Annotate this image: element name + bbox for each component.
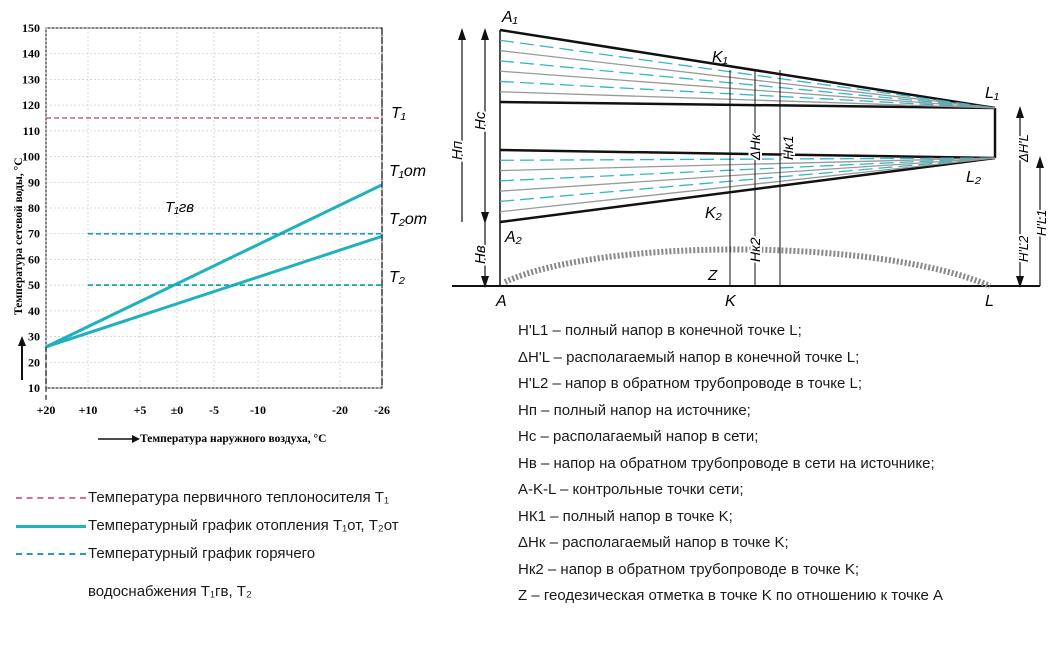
supply-fan-line	[499, 60, 996, 109]
label-Z: Z	[707, 267, 718, 284]
legend-item: ΔH'L – располагаемый напор в конечной то…	[518, 348, 860, 366]
return-fan-line	[499, 157, 996, 192]
label-Hk1: Hк1	[780, 135, 796, 160]
x-tick-label: +20	[37, 403, 56, 417]
label-Hv: Hв	[472, 245, 489, 264]
x-tick-label: +5	[134, 403, 147, 417]
y-tick-label: 20	[28, 355, 40, 369]
y-tick-label: 70	[28, 227, 40, 241]
legend-item: H'L2 – напор в обратном трубопроводе в т…	[518, 375, 863, 392]
x-tick-label: ±0	[171, 403, 184, 417]
return-fan-line	[499, 157, 996, 172]
supply-fan-line	[499, 39, 996, 109]
label-Hc: Hс	[472, 111, 489, 130]
label-A: A	[495, 293, 507, 310]
y-tick-label: 110	[23, 124, 40, 138]
legend-item: A-K-L – контрольные точки сети;	[518, 481, 744, 498]
legend-item: Hк2 – напор в обратном трубопроводе в то…	[518, 560, 860, 578]
x-tick-label: -10	[250, 403, 266, 417]
y-tick-label: 10	[28, 381, 40, 395]
label-HL1: H'L1	[1034, 210, 1049, 236]
return-fan-line	[499, 157, 996, 213]
series-line	[45, 183, 383, 349]
label-T1: T₁	[391, 105, 406, 122]
return-fan-line	[499, 157, 996, 161]
series-line	[45, 234, 383, 349]
y-tick-label: 100	[22, 150, 40, 164]
legend-text: Температурный график отопления T₁от, T₂о…	[88, 517, 399, 534]
x-tick-label: +10	[79, 403, 98, 417]
y-tick-label: 140	[22, 47, 40, 61]
legend-swatch-teal	[16, 525, 86, 528]
pressure-fan-lines	[499, 39, 996, 213]
label-T1gv: T₁гв	[165, 199, 194, 216]
legend-text: Температурный график горячего	[88, 545, 316, 562]
label-L1: L₁	[985, 85, 999, 102]
legend-item: Z – геодезическая отметка в точке K по о…	[518, 587, 944, 604]
supply-top-line	[499, 28, 996, 110]
legend-item: H'L1 – полный напор в конечной точке L;	[518, 322, 802, 339]
left-chart: 150 140 130 120 110 100 90 80 70 60 50 40 30 20 10 +20…	[13, 21, 427, 445]
label-HL2: H'L2	[1016, 235, 1031, 262]
label-A1: A₁	[501, 9, 518, 26]
legend-item: HК1 – полный напор в точке K;	[518, 507, 733, 525]
right-legend: H'L1 – полный напор в конечной точке L; Δ…	[518, 318, 943, 610]
x-tick-label: -20	[332, 403, 348, 417]
label-T1ot: T₁от	[389, 163, 426, 180]
legend-item: ΔHк – располагаемый напор в точке K;	[518, 534, 789, 551]
supply-fan-line	[499, 70, 996, 109]
return-bottom-line	[499, 156, 996, 224]
y-tick-label: 120	[22, 98, 40, 112]
y-tick-label: 40	[28, 304, 40, 318]
legend-swatch-teal-dash	[16, 553, 86, 555]
y-tick-label: 150	[22, 21, 40, 35]
y-tick-label: 30	[28, 330, 40, 344]
legend-text: водоснабжения T₁гв, T₂	[88, 583, 252, 600]
terrain-profile	[503, 246, 992, 289]
y-tick-label: 60	[28, 252, 40, 266]
supply-bottom-line	[499, 100, 996, 110]
x-tick-label: -26	[374, 403, 390, 417]
label-dHL: ΔH'L	[1016, 134, 1031, 163]
return-top-line	[499, 148, 996, 160]
legend-item: Hс – располагаемый напор в сети;	[518, 428, 759, 445]
label-K1: K₁	[712, 49, 728, 66]
y-axis-label: Температура сетевой воды, °С	[13, 157, 25, 315]
y-tick-label: 90	[28, 175, 40, 189]
label-T2: T₂	[389, 269, 405, 286]
legend-swatch-pink	[16, 497, 86, 499]
legend-item: Hп – полный напор на источнике;	[518, 401, 751, 419]
x-axis-label: Температура наружного воздуха, °С	[140, 433, 326, 445]
x-tick-label: -5	[209, 403, 219, 417]
label-L2: L₂	[966, 169, 981, 186]
x-arrow-head	[132, 435, 140, 443]
label-Hp: Hп	[449, 141, 466, 160]
label-T2ot: T₂от	[389, 211, 427, 228]
label-A2: A₂	[504, 229, 522, 246]
y-tick-label: 80	[28, 201, 40, 215]
legend-text: Температура первичного теплоносителя T₁	[88, 489, 390, 506]
y-arrow-head	[18, 336, 26, 346]
label-L: L	[985, 293, 994, 310]
label-dHk: ΔHк	[747, 132, 763, 161]
y-tick-label: 130	[22, 72, 40, 86]
supply-fan-line	[499, 91, 996, 109]
y-tick-label: 50	[28, 278, 40, 292]
label-K: K	[725, 293, 737, 310]
legend-item: Hв – напор на обратном трубопроводе в се…	[518, 454, 935, 472]
supply-fan-line	[499, 80, 996, 109]
label-Hk2: Hк2	[747, 237, 763, 262]
return-fan-line	[499, 157, 996, 182]
return-fan-line	[499, 157, 996, 203]
supply-fan-line	[499, 49, 996, 109]
label-K2: K₂	[705, 205, 722, 222]
right-diagram: A₁ A₂ K₁ K₂ L₁ L₂ A K L Hп Hс Hв ΔHк Hк1…	[447, 9, 1050, 310]
